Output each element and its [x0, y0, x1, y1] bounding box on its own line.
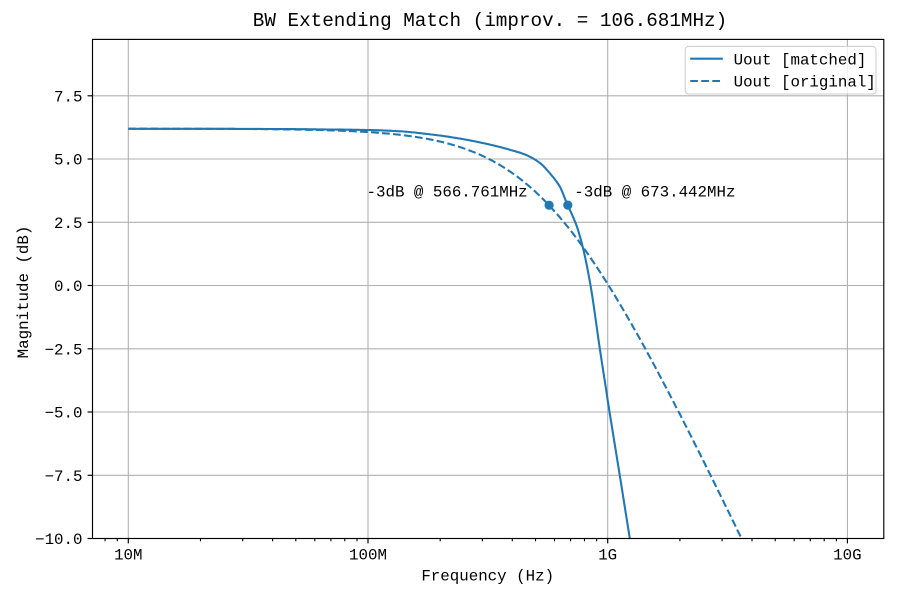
svg-text:1G: 1G: [598, 547, 617, 565]
svg-text:-3dB @ 673.442MHz: -3dB @ 673.442MHz: [574, 184, 735, 202]
svg-text:BW Extending Match (improv. =: BW Extending Match (improv. = 106.681MHz…: [253, 10, 727, 32]
svg-text:2.5: 2.5: [54, 215, 82, 233]
svg-text:Frequency (Hz): Frequency (Hz): [421, 568, 554, 586]
svg-text:7.5: 7.5: [54, 88, 82, 106]
svg-text:100M: 100M: [349, 547, 387, 565]
svg-text:Magnitude (dB): Magnitude (dB): [15, 226, 33, 359]
svg-text:−10.0: −10.0: [35, 531, 82, 549]
svg-text:10G: 10G: [833, 547, 861, 565]
svg-text:-3dB @ 566.761MHz: -3dB @ 566.761MHz: [367, 184, 528, 202]
svg-text:5.0: 5.0: [54, 152, 82, 170]
svg-text:Uout [matched]: Uout [matched]: [734, 51, 867, 69]
svg-text:10M: 10M: [114, 547, 142, 565]
svg-text:−7.5: −7.5: [45, 468, 83, 486]
svg-text:Uout [original]: Uout [original]: [734, 74, 876, 92]
svg-text:0.0: 0.0: [54, 278, 82, 296]
svg-text:−5.0: −5.0: [45, 405, 83, 423]
svg-text:−2.5: −2.5: [45, 341, 83, 359]
